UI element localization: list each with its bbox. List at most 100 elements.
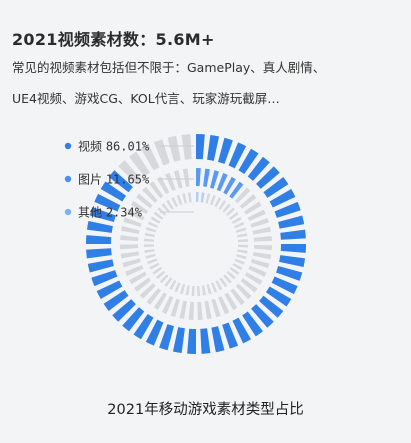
ring-segment-track [146,288,162,305]
ring-segment-track [253,236,272,242]
ring-segment-track [120,251,140,259]
ring-segment-filled [91,270,118,287]
ring-segment-track [218,296,230,315]
ring-segment-filled [203,168,210,187]
legend-series-value: 2.34% [106,205,143,219]
ring-segment-track [120,244,139,250]
ring-segment-filled [223,176,236,195]
ring-segment-filled [100,181,127,202]
ring-segment-filled [278,215,305,229]
ring-segment-filled [196,133,205,160]
ring-segment-filled [247,156,270,181]
ring-segment-filled [207,134,220,161]
legend-series-value: 86.01% [106,139,150,153]
ring-segment-filled [133,313,154,340]
ring-segment-track [215,280,223,291]
ring-segment-track [214,197,222,208]
ring-segment-track [126,208,145,221]
ring-segment-track [118,160,141,184]
ring-segment-filled [89,207,116,222]
ring-segment-filled [242,311,263,337]
ring-segment-filled [228,142,247,169]
ring-segment-track [252,226,271,235]
ring-segment-track [166,199,174,210]
ring-segment-filled [200,328,211,354]
ring-segment-track [182,193,187,204]
ring-segment-track [226,271,236,280]
ring-segment-track [165,172,176,192]
ring-segment-track [150,216,161,224]
ring-segment-track [149,262,160,270]
legend-dot [64,208,72,216]
ring-segment-filled [94,193,121,212]
ring-segment-track [187,192,192,203]
ring-segment-filled [86,220,113,233]
ring-segment-track [211,282,218,293]
ring-segment-track [210,194,216,206]
ring-segment-track [161,295,174,314]
ring-segment-track [181,134,192,160]
ring-segment-track [144,244,155,248]
ring-3 [144,192,248,296]
ring-segment-track [146,227,157,233]
ring-segment-track [232,263,243,270]
ring-segment-track [231,216,242,224]
ring-segment-track [234,187,251,204]
ring-segment-filled [251,304,274,328]
ring-segment-filled [196,192,199,203]
ring-2 [120,168,272,320]
ring-segment-filled [269,189,296,208]
ring-segment-filled [238,148,259,175]
ring-segment-track [169,280,177,290]
ring-segment-filled [145,319,164,346]
legend-series-name: 其他 [78,205,106,219]
legend-dot [64,142,72,150]
ring-segment-track [171,197,178,208]
legend-label: 视频 86.01% [78,138,150,153]
ring-segment-track [222,203,231,213]
rings-group [85,133,306,355]
ring-segment-track [121,226,140,234]
ring-segment-track [250,259,270,269]
chart-area: 视频 86.01% 图片 11.65% 其他 2.34% [0,118,411,380]
ring-segment-track [236,254,247,260]
ring-segment-track [252,252,272,260]
ring-segment-track [120,235,139,241]
ring-segment-filled [256,166,280,189]
legend-label: 其他 2.34% [78,205,143,219]
ring-segment-track [153,292,167,310]
ring-segment-track [144,232,155,238]
ring-segment-track [144,238,155,242]
ring-segment-track [197,285,201,296]
ring-segment-track [167,135,181,162]
ring-segment-track [240,278,258,293]
ring-segment-track [136,193,153,209]
ring-segment-track [234,222,245,229]
ring-segment-filled [103,290,129,311]
ring-segment-filled [200,192,205,203]
ring-segment-track [142,186,158,203]
ring-segment-filled [263,177,289,198]
ring-segment-filled [279,255,306,268]
ring-segment-track [205,193,211,204]
ring-segment-filled [187,328,196,355]
ring-segment-track [191,285,195,296]
ring-segment-track [152,266,163,275]
ring-segment-track [234,258,245,265]
legend-series-name: 图片 [78,172,106,186]
legend-series-name: 视频 [78,138,106,153]
ring-segment-track [147,258,158,265]
ring-segment-track [185,285,190,296]
radial-segment-chart: 视频 86.01% 图片 11.65% 其他 2.34% [64,133,306,355]
ring-segment-filled [218,137,233,164]
ring-segment-track [134,277,151,292]
ring-segment-filled [87,259,114,273]
ring-segment-filled [265,286,292,307]
ring-segment-track [144,249,155,254]
ring-segment-track [237,244,248,248]
ring-segment-track [229,267,240,275]
ring-segment-filled [229,181,244,199]
ring-segment-track [235,283,252,300]
ring-segment-filled [280,229,306,240]
